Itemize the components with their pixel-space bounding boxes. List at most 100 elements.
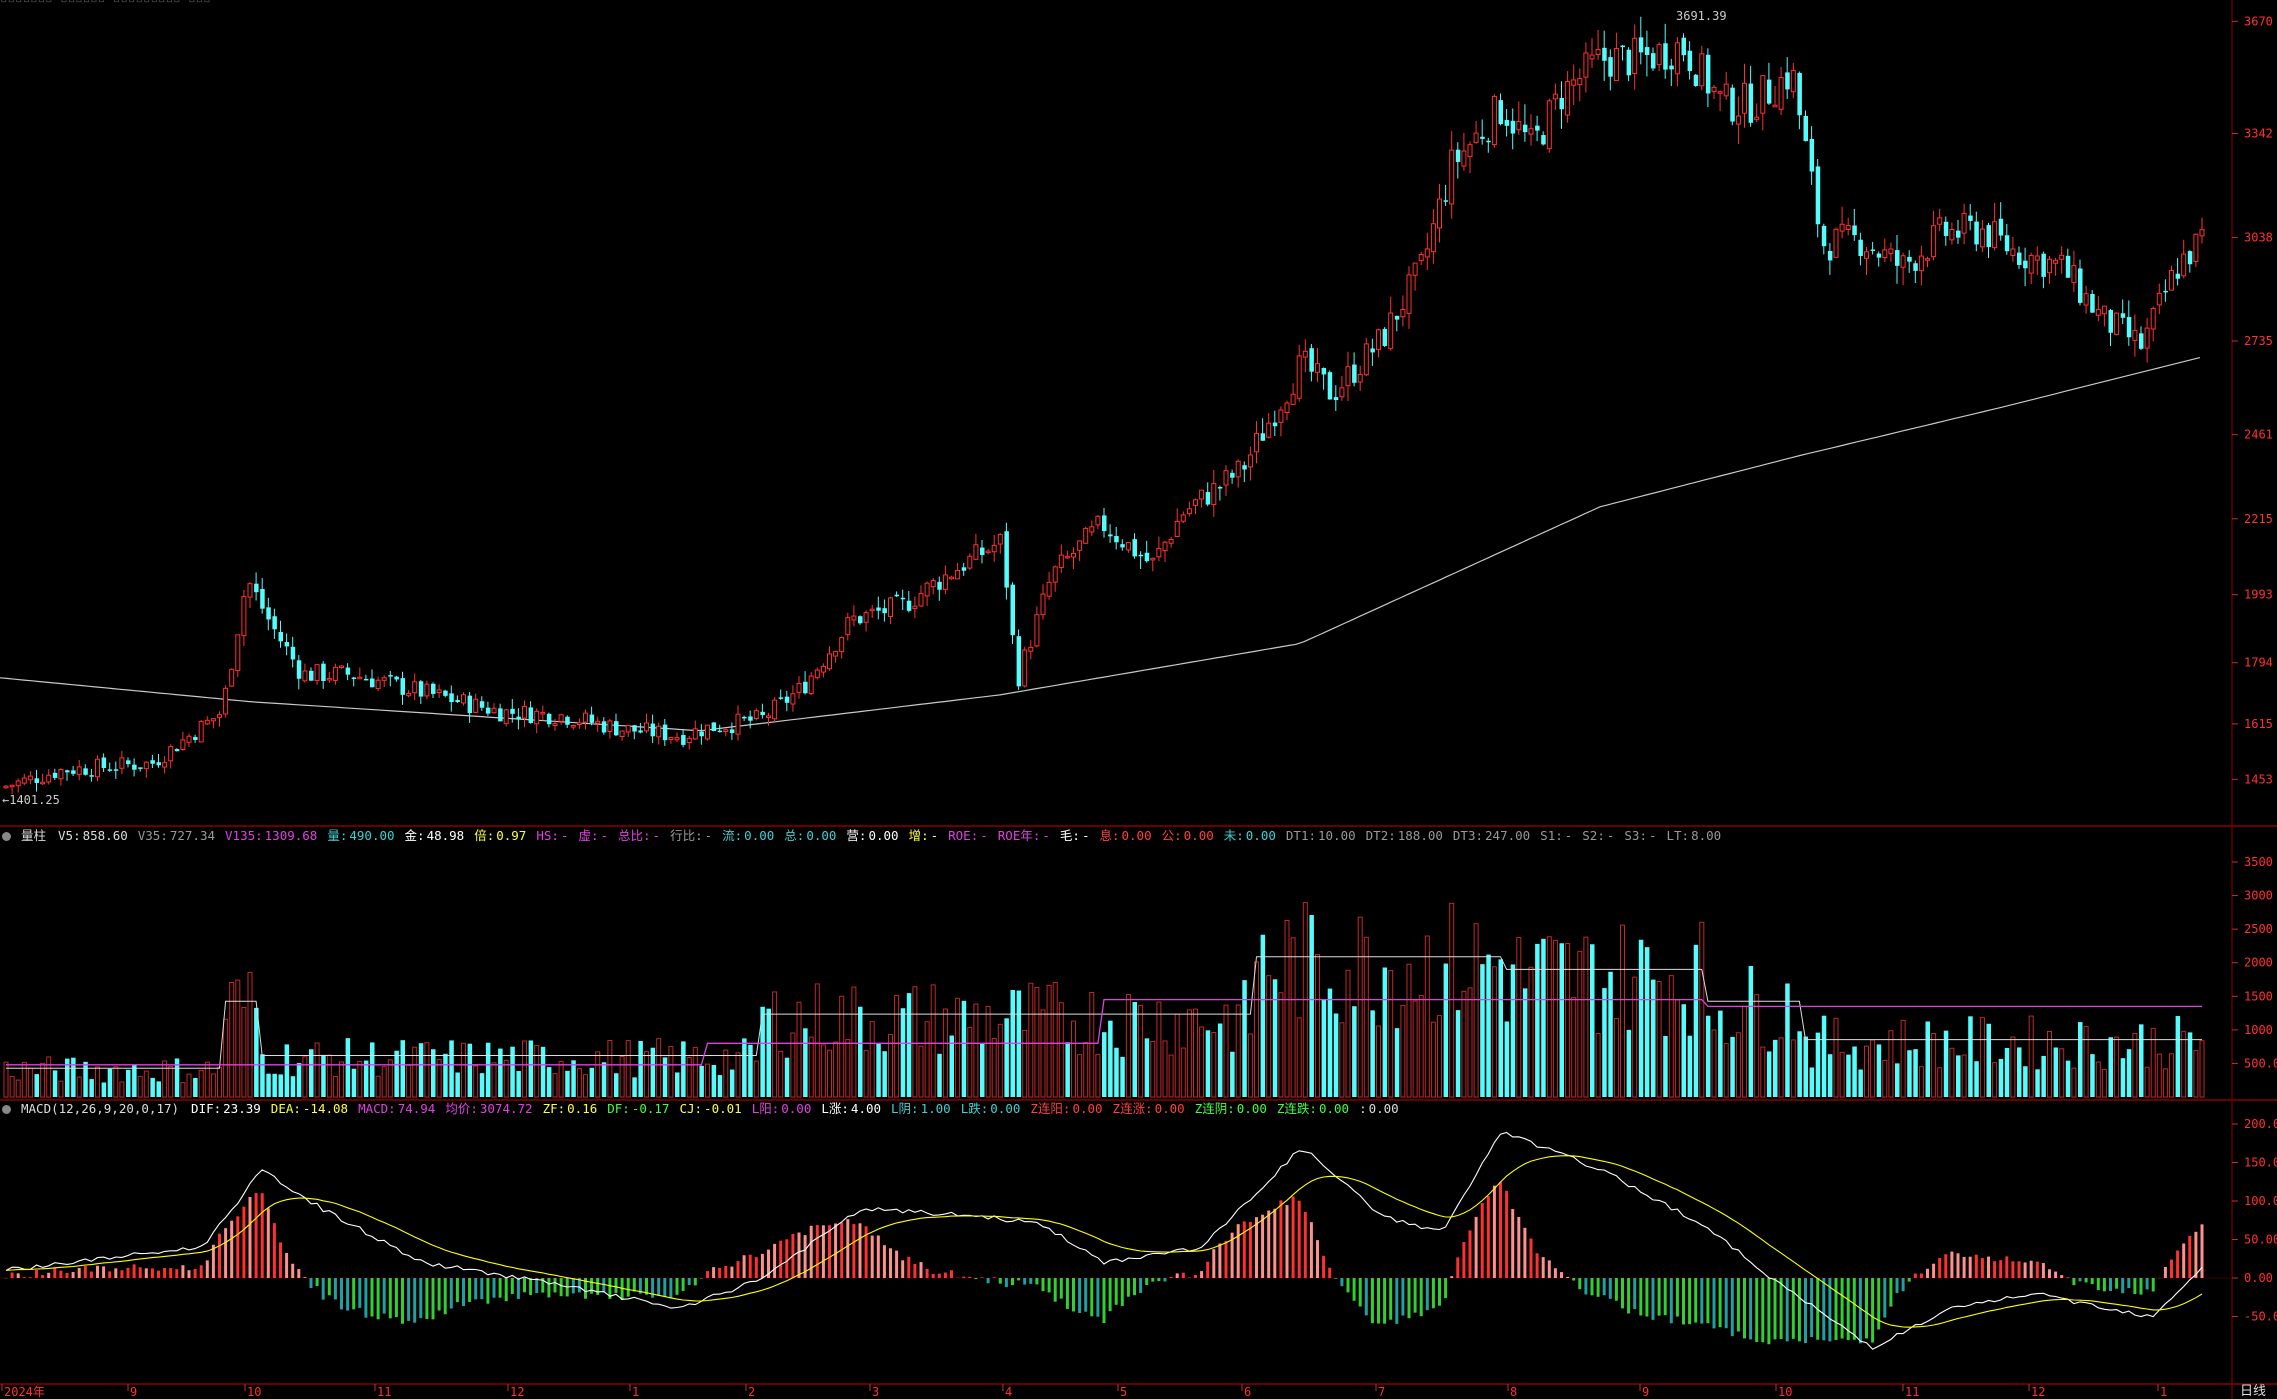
volume-bar <box>1583 936 1589 1098</box>
volume-bar <box>198 1069 204 1098</box>
candle-body <box>2108 310 2113 333</box>
candle-body <box>2041 253 2046 277</box>
candle-body <box>973 544 979 560</box>
candle-body <box>583 712 588 723</box>
candle-body <box>1321 367 1327 375</box>
volume-bar <box>967 1026 973 1098</box>
indicator-toggle-icon[interactable] <box>2 832 11 841</box>
volume-bar <box>27 1067 33 1098</box>
candle-body <box>711 722 717 732</box>
volume-bar <box>1571 997 1577 1098</box>
volume-bar <box>1242 980 1247 1097</box>
volume-bar <box>918 1045 924 1098</box>
volume-bar <box>2078 1022 2083 1097</box>
volume-bar <box>1925 1021 1930 1097</box>
candle-body <box>467 695 473 714</box>
candle-body <box>1095 515 1101 526</box>
volume-bar <box>1290 937 1296 1098</box>
candle-body <box>1418 253 1424 262</box>
candle-body <box>1809 139 1815 172</box>
volume-bar <box>1809 1067 1815 1097</box>
price-tick-label: 1615 <box>2244 717 2273 731</box>
candle-body <box>869 608 875 612</box>
volume-bar <box>126 1069 131 1097</box>
volume-bar <box>1284 920 1290 1098</box>
timeframe-label[interactable]: 日线 <box>2240 1384 2266 1399</box>
volume-bar <box>625 1040 631 1098</box>
candle-body <box>1089 526 1095 533</box>
candle-body <box>156 762 161 766</box>
header-value: 0.00 <box>1318 1101 1350 1116</box>
candle-body <box>52 772 58 778</box>
candle-body <box>235 634 241 672</box>
candle-body <box>1339 387 1345 398</box>
volume-bar <box>882 1051 887 1097</box>
volume-bar <box>498 1048 503 1097</box>
time-tick-label: 12 <box>2031 1385 2045 1399</box>
candle-body <box>1638 37 1644 53</box>
volume-bar <box>1577 950 1583 1098</box>
volume-bar <box>143 1070 149 1098</box>
volume-bar <box>107 1068 113 1097</box>
candle-body <box>888 597 893 617</box>
volume-bar <box>1315 954 1320 1098</box>
candle-body <box>1900 255 1906 268</box>
candle-body <box>2156 292 2162 306</box>
header-value: 0.00 <box>868 828 899 843</box>
candle-body <box>2017 252 2022 265</box>
candle-body <box>1663 43 1668 70</box>
volume-bar <box>1150 1041 1156 1098</box>
candle-body <box>1083 527 1089 544</box>
volume-bar <box>52 1070 58 1097</box>
candle-body <box>1595 49 1601 56</box>
candle-body <box>2132 329 2138 341</box>
volume-bar <box>1058 1002 1064 1098</box>
header-field: DT1: <box>1285 828 1316 843</box>
time-tick-label: 11 <box>377 1385 391 1399</box>
indicator-toggle-icon[interactable] <box>2 1105 11 1114</box>
candle-body <box>1345 366 1351 387</box>
candle-body <box>1272 422 1278 427</box>
volume-bar <box>1590 944 1595 1097</box>
candle-body <box>113 769 119 771</box>
volume-bar <box>65 1058 70 1097</box>
header-value: 0.00 <box>781 1101 812 1116</box>
candle-body <box>1778 77 1784 110</box>
volume-bar <box>814 983 820 1098</box>
volume-bar <box>1296 1017 1302 1098</box>
volume-bar <box>930 984 936 1098</box>
volume-bar <box>576 1068 582 1098</box>
volume-bar <box>1937 1067 1943 1098</box>
header-value: 23.39 <box>223 1101 261 1116</box>
candle-body <box>589 714 595 723</box>
header-value: 858.60 <box>82 828 128 843</box>
macd-tick-label: -50.00 <box>2244 1310 2277 1324</box>
header-value: 0.00 <box>1121 828 1152 843</box>
candle-body <box>735 713 741 735</box>
volume-bar <box>656 1038 662 1098</box>
volume-bar <box>473 1065 479 1098</box>
candle-body <box>876 607 881 611</box>
candle-body <box>58 769 64 780</box>
volume-bar <box>1895 1063 1900 1097</box>
candle-body <box>1651 53 1656 69</box>
volume-bar <box>2150 1027 2156 1098</box>
candle-body <box>1302 350 1308 358</box>
candle-body <box>2163 290 2168 293</box>
macd-tick-label: 50.00 <box>2244 1233 2277 1247</box>
volume-bar <box>89 1079 94 1097</box>
volume-bar <box>321 1054 326 1097</box>
volume-bar <box>699 1065 704 1097</box>
volume-bar <box>510 1046 515 1097</box>
candle-body <box>1785 72 1790 90</box>
moving-average-line <box>0 357 2201 732</box>
volume-bar <box>1235 1004 1241 1098</box>
volume-bar <box>1186 1009 1192 1098</box>
volume-bar <box>772 991 778 1098</box>
time-tick-label: 10 <box>247 1385 261 1399</box>
header-field: MACD: <box>358 1101 396 1116</box>
candle-body <box>46 774 52 783</box>
candle-body <box>766 715 771 718</box>
header-field: L跌: <box>960 1101 989 1116</box>
